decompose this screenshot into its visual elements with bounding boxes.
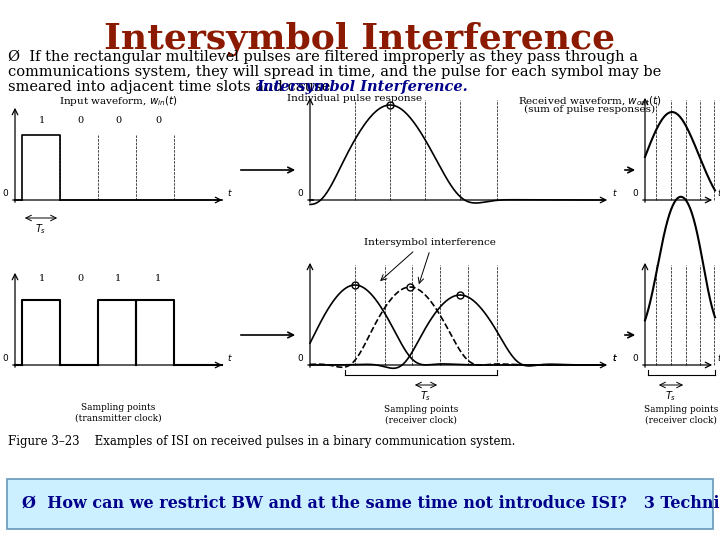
Text: Intersymbol interference: Intersymbol interference [364,238,496,247]
FancyBboxPatch shape [7,479,713,529]
Text: $t$: $t$ [612,352,618,363]
Text: 0: 0 [632,189,638,198]
Text: 0: 0 [2,354,8,363]
Text: Sampling points
(receiver clock): Sampling points (receiver clock) [384,405,458,424]
Text: $t$: $t$ [717,352,720,363]
Text: 0: 0 [2,189,8,198]
Text: Sampling points
(receiver clock): Sampling points (receiver clock) [644,405,718,424]
Text: 0: 0 [297,354,303,363]
Text: 0: 0 [115,116,121,125]
Text: 1: 1 [39,274,45,283]
Text: 0: 0 [297,189,303,198]
Text: $T_s$: $T_s$ [35,222,47,236]
Text: 0: 0 [77,116,83,125]
Text: $T_s$: $T_s$ [420,389,432,403]
Text: $t$: $t$ [227,352,233,363]
Text: $t$: $t$ [612,187,618,198]
Text: 1: 1 [115,274,121,283]
Text: Received waveform, $w_{out}(t)$: Received waveform, $w_{out}(t)$ [518,94,662,107]
Text: 1: 1 [155,274,161,283]
Text: $T_s$: $T_s$ [665,389,677,403]
Text: Ø  How can we restrict BW and at the same time not introduce ISI?   3 Techniques: Ø How can we restrict BW and at the same… [22,496,720,512]
Text: $t$: $t$ [717,187,720,198]
Text: communications system, they will spread in time, and the pulse for each symbol m: communications system, they will spread … [8,65,661,79]
Text: Individual pulse response: Individual pulse response [287,94,423,103]
Text: Figure 3–23    Examples of ISI on received pulses in a binary communication syst: Figure 3–23 Examples of ISI on received … [8,435,516,448]
Text: $t$: $t$ [612,352,618,363]
Text: Input waveform, $w_{in}(t)$: Input waveform, $w_{in}(t)$ [58,94,177,108]
Text: Sampling points
(transmitter clock): Sampling points (transmitter clock) [75,403,161,422]
Text: Intersymbol Interference.: Intersymbol Interference. [256,80,468,94]
Text: Ø  If the rectangular multilevel pulses are filtered improperly as they pass thr: Ø If the rectangular multilevel pulses a… [8,50,638,64]
Text: smeared into adjacent time slots and cause: smeared into adjacent time slots and cau… [8,80,335,94]
Text: $t$: $t$ [227,187,233,198]
Text: 0: 0 [155,116,161,125]
Text: 0: 0 [77,274,83,283]
Text: 0: 0 [632,354,638,363]
Text: Intersymbol Interference: Intersymbol Interference [104,22,616,57]
Text: 1: 1 [39,116,45,125]
Text: (sum of pulse responses): (sum of pulse responses) [524,105,656,114]
